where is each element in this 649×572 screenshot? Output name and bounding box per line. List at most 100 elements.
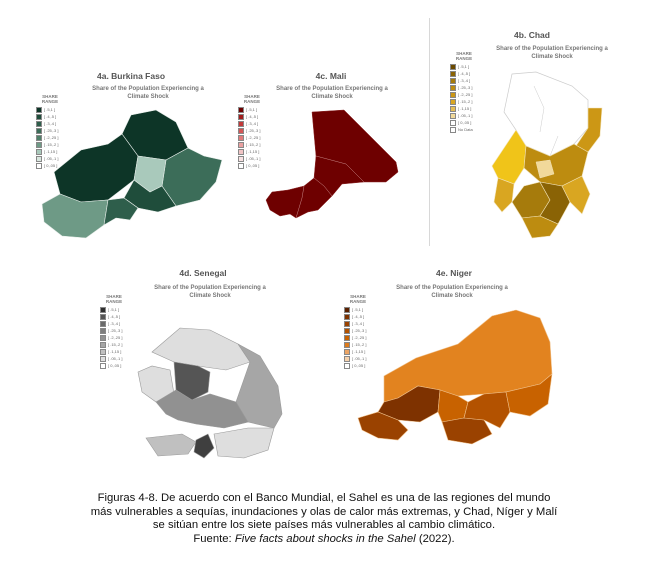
legend-item: No Data	[450, 126, 478, 133]
legend-swatch	[238, 134, 244, 141]
panel-subtitle: Share of the Population Experiencing a C…	[154, 285, 266, 299]
legend-item: [ .1,15 ]	[238, 148, 266, 155]
legend-item: [ .1,15 ]	[36, 148, 64, 155]
legend-label: [ 0,.05 ]	[108, 363, 122, 368]
legend-item: [ .2,.25 ]	[36, 134, 64, 141]
mali-region-border	[295, 155, 365, 219]
senegal-map	[137, 327, 283, 459]
legend-swatch	[100, 362, 106, 369]
legend-label: [ .1,15 ]	[44, 149, 58, 154]
caption-line: Figuras 4-8. De acuerdo con el Banco Mun…	[97, 492, 551, 504]
panel-burkina-faso: 4a. Burkina Faso Share of the Population…	[26, 60, 236, 245]
legend-item: [ 0,.05 ]	[344, 362, 372, 369]
legend-label: [ .2,.25 ]	[108, 335, 123, 340]
legend-label: [ .5,1 ]	[44, 107, 56, 112]
legend-label: [ .4,.5 ]	[44, 114, 57, 119]
legend-item: [ .1,15 ]	[450, 105, 478, 112]
legend-label: [ .5,1 ]	[108, 307, 120, 312]
legend-swatch	[344, 334, 350, 341]
legend-label: [ .4,.5 ]	[458, 71, 471, 76]
panel-title: 4d. Senegal	[179, 268, 227, 278]
legend-item: [ .4,.5 ]	[450, 70, 478, 77]
niger-dosso	[357, 411, 409, 441]
legend-label: [ .3,.4 ]	[108, 321, 121, 326]
legend-item: [ .25,.3 ]	[450, 84, 478, 91]
region-south-central	[103, 197, 139, 226]
chad-region-lake	[493, 177, 515, 213]
source-suffix: (2022).	[415, 532, 455, 545]
legend-swatch	[36, 127, 42, 134]
legend-label: [ .05,.1 ]	[352, 356, 367, 361]
legend-item: [ .25,.3 ]	[36, 127, 64, 134]
legend-swatch	[36, 106, 42, 113]
legend-swatch	[344, 306, 350, 313]
legend-label: [ .4,.5 ]	[246, 114, 259, 119]
legend-swatch	[36, 148, 42, 155]
legend-label: [ 0,.05 ]	[246, 163, 260, 168]
figure-caption: Figuras 4-8. De acuerdo con el Banco Mun…	[24, 492, 624, 546]
legend-swatch	[450, 70, 456, 77]
legend-item: [ .5,1 ]	[344, 306, 372, 313]
panel-chad: 4b. Chad Share of the Population Experie…	[432, 16, 632, 246]
panel-title: 4a. Burkina Faso	[96, 71, 166, 81]
legend-item: [ .4,.5 ]	[344, 313, 372, 320]
caption-line: más vulnerables a sequías, inundaciones …	[90, 505, 558, 518]
legend-item: [ 0,.05 ]	[450, 119, 478, 126]
chad-region-center-light	[535, 159, 555, 179]
legend-label: [ .3,.4 ]	[246, 121, 259, 126]
legend-label: [ .25,.3 ]	[458, 85, 473, 90]
legend-swatch	[238, 148, 244, 155]
chad-map	[491, 71, 603, 239]
legend-swatch	[36, 134, 42, 141]
legend-item: [ .2,.25 ]	[238, 134, 266, 141]
legend-swatch	[238, 141, 244, 148]
legend: SHARE RANGE [ .5,1 ] [ .4,.5 ] [ .3,.4 ] [ …	[344, 294, 372, 369]
panel-senegal: 4d. Senegal Share of the Population Expe…	[98, 262, 308, 467]
legend-label: [ .05,.1 ]	[458, 113, 473, 118]
legend-swatch	[100, 327, 106, 334]
legend-item: [ .05,.1 ]	[100, 355, 128, 362]
burkina-faso-map	[41, 109, 223, 239]
legend-item: [ .4,.5 ]	[238, 113, 266, 120]
legend-label: [ .05,.1 ]	[246, 156, 261, 161]
legend-item: [ .1,15 ]	[100, 348, 128, 355]
legend-swatch	[344, 355, 350, 362]
legend-item: [ .2,.25 ]	[450, 91, 478, 98]
legend-label: [ .4,.5 ]	[352, 314, 365, 319]
legend-swatch	[100, 320, 106, 327]
panel-divider	[429, 18, 430, 246]
niger-zinder	[463, 391, 511, 429]
legend-item: [ .25,.3 ]	[100, 327, 128, 334]
legend-label: [ .15,.2 ]	[108, 342, 123, 347]
legend-swatch	[344, 320, 350, 327]
senegal-region-kaolack	[155, 389, 249, 429]
legend-label: [ .1,15 ]	[458, 106, 472, 111]
legend-label: [ .15,.2 ]	[352, 342, 367, 347]
senegal-region-casamance-dark	[193, 433, 215, 459]
legend: SHARE RANGE [ .5,1 ] [ .4,.5 ] [ .3,.4 ] [ …	[100, 294, 128, 369]
legend-swatch	[238, 106, 244, 113]
legend-swatch	[36, 120, 42, 127]
legend-swatch	[238, 155, 244, 162]
legend-item: [ .1,15 ]	[344, 348, 372, 355]
panel-subtitle: Share of the Population Experiencing a C…	[396, 285, 508, 299]
panel-subtitle: Share of the Population Experiencing a C…	[276, 86, 388, 100]
legend-label: [ .3,.4 ]	[352, 321, 365, 326]
chad-region-south	[521, 215, 559, 239]
legend-swatch	[36, 113, 42, 120]
legend-swatch	[100, 355, 106, 362]
legend-item: [ .2,.25 ]	[100, 334, 128, 341]
legend-swatch	[100, 348, 106, 355]
legend-item: [ .25,.3 ]	[344, 327, 372, 334]
legend-swatch	[450, 112, 456, 119]
caption-source: Fuente: Five facts about shocks in the S…	[24, 533, 624, 547]
legend-item: [ .15,.2 ]	[450, 98, 478, 105]
legend-label: [ .25,.3 ]	[246, 128, 261, 133]
legend-label: [ .15,.2 ]	[458, 99, 473, 104]
legend-title: SHARE RANGE	[243, 94, 261, 104]
legend-swatch	[450, 84, 456, 91]
legend-item: [ .4,.5 ]	[36, 113, 64, 120]
senegal-region-tambacounda	[213, 427, 275, 459]
legend-swatch	[36, 155, 42, 162]
